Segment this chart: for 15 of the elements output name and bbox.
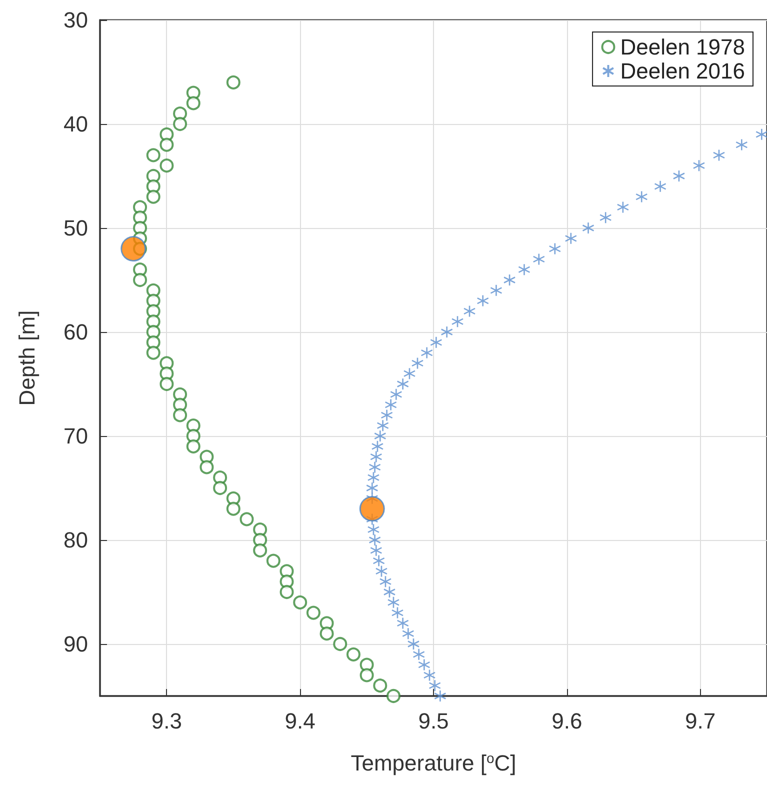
y-tick-label: 70 — [64, 424, 88, 448]
y-tick-label: 80 — [64, 528, 88, 552]
y-tick-label: 50 — [64, 216, 88, 240]
y-axis-title: Depth [m] — [14, 310, 40, 406]
x-tick-label: 9.7 — [685, 708, 716, 734]
x-tick-label: 9.4 — [284, 708, 316, 734]
y-tick-label: 60 — [64, 320, 88, 344]
x-tick-label: 9.3 — [151, 708, 182, 734]
y-tick-label: 40 — [64, 112, 88, 136]
x-tick-label: 9.6 — [552, 708, 582, 734]
legend-label: Deelen 1978 — [620, 34, 746, 60]
legend-label: Deelen 2016 — [620, 58, 746, 84]
y-tick-label: 90 — [64, 632, 88, 656]
x-tick-label: 9.5 — [418, 708, 449, 734]
y-tick-label: 30 — [64, 8, 88, 32]
